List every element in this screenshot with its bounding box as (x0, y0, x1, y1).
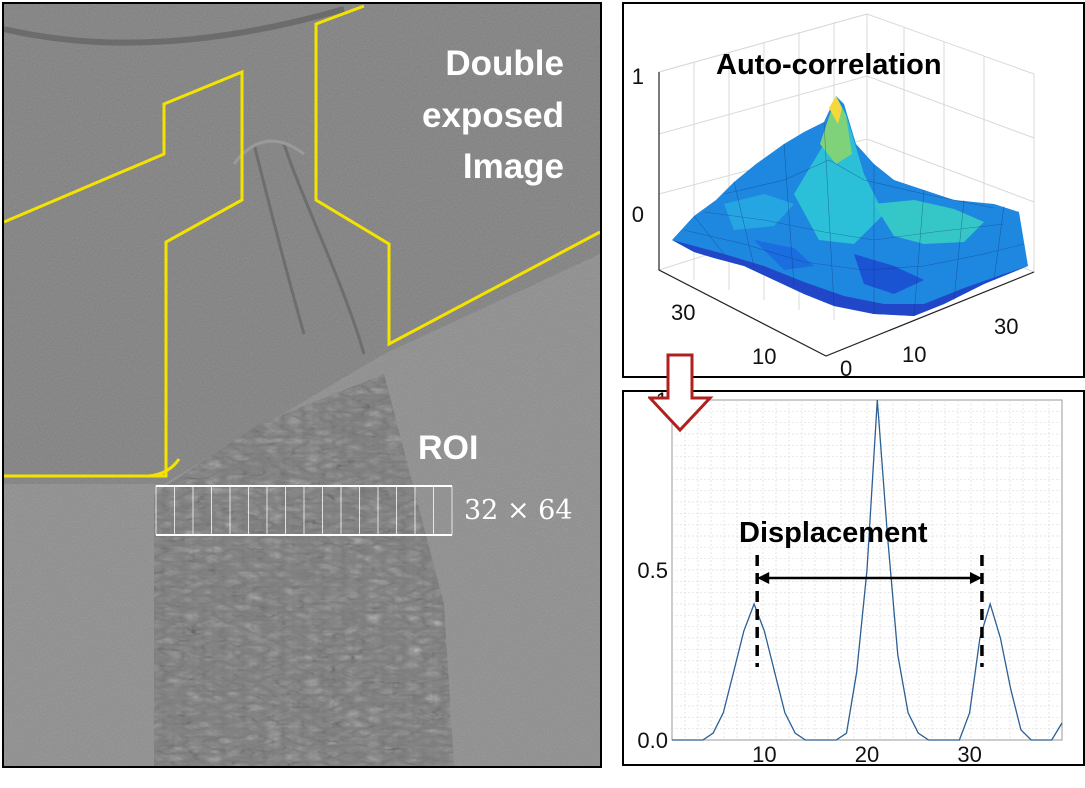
z-tick-0: 0 (632, 202, 644, 227)
left-axis-tick-10: 10 (752, 344, 776, 369)
roi-size-label: 32 × 64 (464, 495, 573, 526)
autocorrelation-line (672, 399, 1063, 741)
x-tick-label: 20 (855, 742, 879, 764)
right-axis-tick-30: 30 (994, 314, 1018, 339)
right-axis-tick-0: 0 (840, 356, 852, 376)
roi-label: ROI (418, 429, 478, 467)
surface-mesh (672, 96, 1028, 317)
x-tick-label: 10 (752, 742, 776, 764)
double-exposed-image: Double exposed Image ROI 32 × 64 (4, 4, 600, 766)
title-line-1: Double (445, 44, 564, 83)
displacement-line-chart: 10203010.50.0 Displacement (637, 392, 1063, 764)
auto-correlation-surface: Auto-correlation 1 0 30 10 0 10 30 (632, 13, 1035, 376)
z-tick-1: 1 (632, 64, 644, 89)
right-axis-tick-10: 10 (902, 342, 926, 367)
down-arrow-icon (648, 353, 714, 433)
displacement-arrowhead-right (969, 572, 982, 584)
title-line-3: Image (463, 147, 564, 186)
x-tick-label: 30 (957, 742, 981, 764)
roi-grid (155, 485, 453, 536)
displacement-annotation: Displacement (739, 517, 928, 549)
left-axis-tick-30: 30 (671, 300, 695, 325)
y-tick-label: 0.0 (637, 728, 668, 753)
double-exposed-image-panel: Double exposed Image ROI 32 × 64 (2, 2, 602, 768)
displacement-arrowhead-left (757, 572, 770, 584)
displacement-line-panel: 10203010.50.0 Displacement (622, 390, 1085, 766)
auto-correlation-panel: Auto-correlation 1 0 30 10 0 10 30 (622, 2, 1085, 378)
surface-title: Auto-correlation (716, 49, 942, 81)
y-tick-label: 0.5 (637, 558, 668, 583)
title-line-2: exposed (422, 96, 564, 135)
